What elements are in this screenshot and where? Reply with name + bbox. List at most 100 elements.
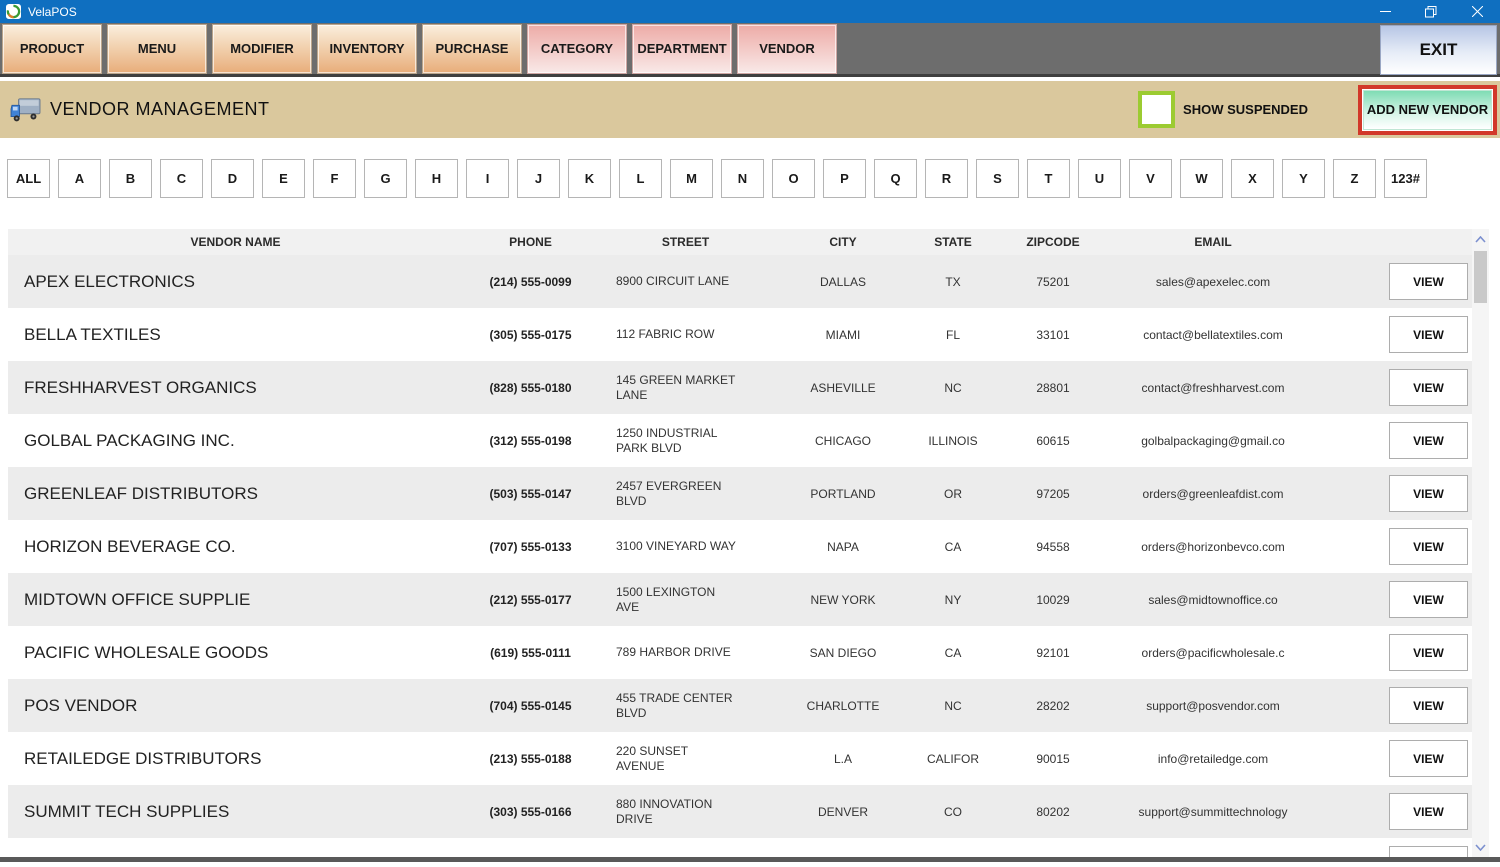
alpha-filter-button[interactable]: T xyxy=(1027,159,1070,198)
alpha-filter-button[interactable]: W xyxy=(1180,159,1223,198)
view-button[interactable]: VIEW xyxy=(1389,263,1468,300)
view-button[interactable]: VIEW xyxy=(1389,634,1468,671)
alpha-filter-button[interactable]: C xyxy=(160,159,203,198)
scrollbar-track[interactable] xyxy=(1472,303,1489,837)
view-button[interactable]: VIEW xyxy=(1389,687,1468,724)
tab-purchase[interactable]: PURCHASE xyxy=(422,24,522,74)
alpha-filter-button[interactable]: U xyxy=(1078,159,1121,198)
vendor-street: 145 GREEN MARKET LANE xyxy=(598,373,773,403)
restore-button[interactable] xyxy=(1408,0,1454,23)
alpha-filter-button[interactable]: P xyxy=(823,159,866,198)
alpha-filter-button[interactable]: N xyxy=(721,159,764,198)
vendor-street: 1500 LEXINGTON AVE xyxy=(598,585,773,615)
chevron-up-icon xyxy=(1475,236,1486,243)
alpha-filter-button[interactable]: O xyxy=(772,159,815,198)
scroll-down-arrow[interactable] xyxy=(1472,837,1489,857)
alpha-filter-button[interactable]: H xyxy=(415,159,458,198)
exit-button[interactable]: EXIT xyxy=(1380,25,1497,75)
vendor-name: POS VENDOR xyxy=(8,696,463,716)
alpha-filter-button[interactable]: B xyxy=(109,159,152,198)
vendor-email: support@summittechnology xyxy=(1113,805,1313,819)
alpha-filter-button[interactable]: I xyxy=(466,159,509,198)
table-row: GREENLEAF DISTRIBUTORS (503) 555-0147 24… xyxy=(8,467,1472,520)
add-new-vendor-button[interactable]: ADD NEW VENDOR xyxy=(1363,90,1492,130)
tab-vendor[interactable]: VENDOR xyxy=(737,24,837,74)
tab-category[interactable]: CATEGORY xyxy=(527,24,627,74)
vendor-state: CO xyxy=(913,805,993,819)
alpha-filter-button[interactable]: 123# xyxy=(1384,159,1427,198)
alpha-filter-button[interactable]: S xyxy=(976,159,1019,198)
tab-inventory[interactable]: INVENTORY xyxy=(317,24,417,74)
vendor-name: FRESHHARVEST ORGANICS xyxy=(8,378,463,398)
view-button[interactable]: VIEW xyxy=(1389,793,1468,830)
vendor-city: CHARLOTTE xyxy=(773,699,913,713)
alpha-filter-button[interactable]: E xyxy=(262,159,305,198)
col-header-zipcode: ZIPCODE xyxy=(993,235,1113,249)
view-button[interactable]: VIEW xyxy=(1389,422,1468,459)
vendor-city: L.A xyxy=(773,752,913,766)
vendor-state: NC xyxy=(913,381,993,395)
tab-menu[interactable]: MENU xyxy=(107,24,207,74)
alpha-filter-button[interactable]: R xyxy=(925,159,968,198)
vendor-phone: (312) 555-0198 xyxy=(463,434,598,448)
scrollbar[interactable] xyxy=(1472,229,1489,857)
table-row: SUMMIT TECH SUPPLIES (303) 555-0166 880 … xyxy=(8,785,1472,838)
view-button[interactable]: VIEW xyxy=(1389,740,1468,777)
chevron-down-icon xyxy=(1475,844,1486,851)
vendor-zipcode: 33101 xyxy=(993,328,1113,342)
scrollbar-thumb[interactable] xyxy=(1474,251,1487,303)
alpha-filter-button[interactable]: Y xyxy=(1282,159,1325,198)
view-button[interactable]: VIEW xyxy=(1389,528,1468,565)
close-button[interactable] xyxy=(1454,0,1500,23)
show-suspended-checkbox[interactable] xyxy=(1138,91,1175,128)
alpha-filter-button[interactable]: Z xyxy=(1333,159,1376,198)
col-header-city: CITY xyxy=(773,235,913,249)
table-row: HORIZON BEVERAGE CO. (707) 555-0133 3100… xyxy=(8,520,1472,573)
alpha-filter-button[interactable]: V xyxy=(1129,159,1172,198)
restore-icon xyxy=(1425,6,1437,18)
scroll-up-arrow[interactable] xyxy=(1472,229,1489,249)
vendor-email: contact@bellatextiles.com xyxy=(1113,328,1313,342)
alpha-filter-button[interactable]: G xyxy=(364,159,407,198)
alpha-filter-button[interactable]: K xyxy=(568,159,611,198)
vendor-phone: (704) 555-0145 xyxy=(463,699,598,713)
vendor-name: PACIFIC WHOLESALE GOODS xyxy=(8,643,463,663)
minimize-button[interactable] xyxy=(1362,0,1408,23)
view-button-cell: VIEW xyxy=(1313,422,1472,459)
vendor-phone: (213) 555-0188 xyxy=(463,752,598,766)
tab-product[interactable]: PRODUCT xyxy=(2,24,102,74)
view-button-cell: VIEW xyxy=(1313,581,1472,618)
vendor-street: 455 TRADE CENTER BLVD xyxy=(598,691,773,721)
table-row: MIDTOWN OFFICE SUPPLIE (212) 555-0177 15… xyxy=(8,573,1472,626)
alpha-filter-button[interactable]: L xyxy=(619,159,662,198)
vendor-street: 789 HARBOR DRIVE xyxy=(598,645,773,660)
view-button[interactable]: VIEW xyxy=(1389,369,1468,406)
alpha-filter-button[interactable]: M xyxy=(670,159,713,198)
view-button-cell: VIEW xyxy=(1313,740,1472,777)
alpha-filter-button[interactable]: Q xyxy=(874,159,917,198)
tab-department[interactable]: DEPARTMENT xyxy=(632,24,732,74)
vendor-phone: (305) 555-0175 xyxy=(463,328,598,342)
vendor-phone: (707) 555-0133 xyxy=(463,540,598,554)
view-button[interactable]: VIEW xyxy=(1389,475,1468,512)
vendor-street: 1250 INDUSTRIAL PARK BLVD xyxy=(598,426,773,456)
view-button[interactable]: VIEW xyxy=(1389,316,1468,353)
table-row: APEX ELECTRONICS (214) 555-0099 8900 CIR… xyxy=(8,255,1472,308)
page-title: VENDOR MANAGEMENT xyxy=(50,99,270,120)
alpha-filter-button[interactable]: X xyxy=(1231,159,1274,198)
view-button[interactable]: VIEW xyxy=(1389,581,1468,618)
alpha-filter-button[interactable]: F xyxy=(313,159,356,198)
alpha-filter-button[interactable]: J xyxy=(517,159,560,198)
alpha-filter-button[interactable]: ALL xyxy=(7,159,50,198)
view-button[interactable]: VIEW xyxy=(1389,846,1468,857)
vendor-city: NAPA xyxy=(773,540,913,554)
alpha-filter-button[interactable]: D xyxy=(211,159,254,198)
view-button-cell: VIEW xyxy=(1313,528,1472,565)
vendor-street-text: 880 INNOVATION DRIVE xyxy=(616,797,738,827)
vendor-phone: (214) 555-0099 xyxy=(463,275,598,289)
tab-modifier[interactable]: MODIFIER xyxy=(212,24,312,74)
table-row: GOLBAL PACKAGING INC. (312) 555-0198 125… xyxy=(8,414,1472,467)
main-nav: PRODUCT MENU MODIFIER INVENTORY PURCHASE… xyxy=(0,23,1500,77)
vendor-management-header: VENDOR MANAGEMENT SHOW SUSPENDED ADD NEW… xyxy=(0,81,1500,138)
alpha-filter-button[interactable]: A xyxy=(58,159,101,198)
